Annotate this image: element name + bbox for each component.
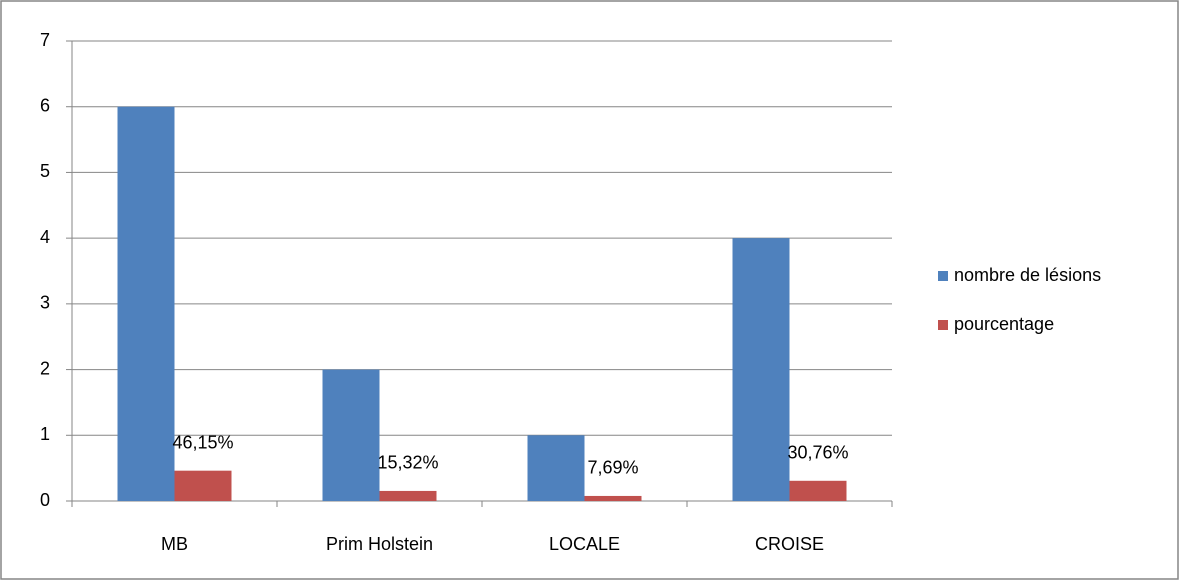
data-label: 7,69% <box>587 458 638 478</box>
y-tick-label: 4 <box>40 227 50 247</box>
bar <box>527 435 585 501</box>
y-tick-label: 0 <box>40 490 50 510</box>
x-tick-label: MB <box>161 534 188 554</box>
bar <box>379 490 437 501</box>
y-tick-label: 1 <box>40 424 50 444</box>
bar <box>789 480 847 501</box>
y-tick-label: 5 <box>40 161 50 181</box>
bar <box>117 106 175 501</box>
bar <box>174 470 232 501</box>
legend-label: nombre de lésions <box>954 265 1101 285</box>
data-label: 46,15% <box>172 432 233 452</box>
data-label: 15,32% <box>377 453 438 473</box>
bar <box>732 238 790 501</box>
legend-swatch <box>938 320 948 330</box>
y-tick-label: 3 <box>40 293 50 313</box>
x-tick-label: LOCALE <box>549 534 620 554</box>
data-label: 30,76% <box>787 443 848 463</box>
y-tick-label: 2 <box>40 358 50 378</box>
y-tick-label: 7 <box>40 30 50 50</box>
x-tick-label: CROISE <box>755 534 824 554</box>
x-tick-label: Prim Holstein <box>326 534 433 554</box>
legend-swatch <box>938 271 948 281</box>
y-tick-label: 6 <box>40 95 50 115</box>
legend-label: pourcentage <box>954 314 1054 334</box>
bar <box>584 495 642 501</box>
bar <box>322 369 380 501</box>
